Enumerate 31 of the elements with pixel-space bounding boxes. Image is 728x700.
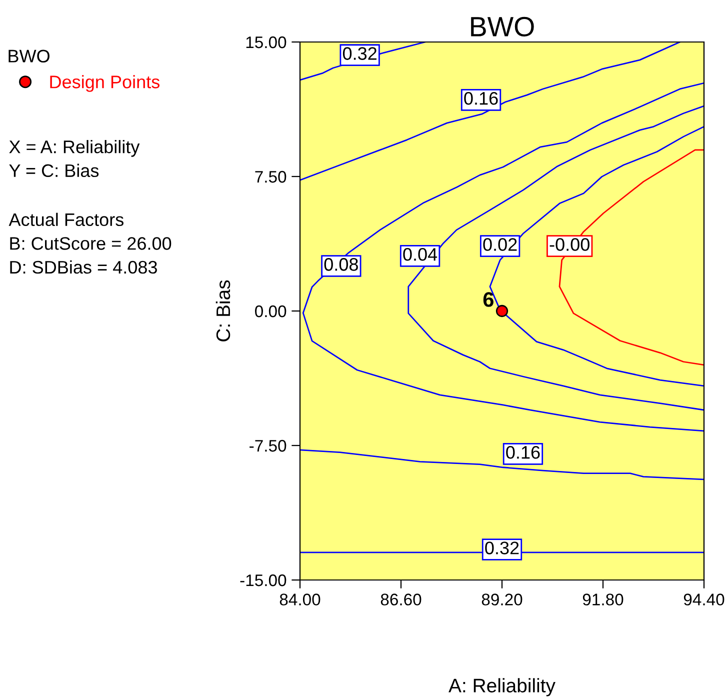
text: B: CutScore = 26.00: [10, 237, 172, 250]
annotation: 0.32: [342, 47, 376, 60]
chart-title: BWO: [471, 16, 534, 37]
annotation: 0.16: [464, 92, 498, 105]
y-tick-label: 15.00: [246, 36, 286, 48]
y-axis-title: C: Bias: [216, 280, 230, 342]
text: Actual Factors: [8, 212, 124, 226]
annotation: -0.00: [550, 238, 590, 251]
line-series: [302, 82, 704, 432]
y-tick-label: 7.50: [255, 170, 286, 183]
text: Y = C: Bias: [9, 164, 99, 178]
y-tick-label: 0.00: [255, 305, 286, 318]
annotation: 0.04: [403, 248, 438, 261]
annotation: 0.08: [324, 258, 358, 271]
legend-label: Design Points: [50, 75, 160, 92]
y-tick-label: -15.00: [240, 574, 286, 586]
legend-title: BWO: [8, 50, 50, 62]
annotation: 0.32: [485, 542, 519, 554]
text: X = A: Reliability: [9, 140, 140, 157]
x-tick-label: 94.40: [684, 594, 724, 606]
annotation: 0.02: [483, 238, 517, 251]
y-tick-label: -7.50: [250, 440, 286, 452]
x-axis-title: A: Reliability: [448, 678, 556, 696]
line-series: [300, 42, 681, 181]
annotation: 6: [483, 292, 494, 307]
x-tick-label: 89.20: [482, 594, 522, 606]
text: D: SDBias = 4.083: [10, 260, 157, 274]
x-tick-label: 84.00: [280, 594, 320, 606]
x-tick-label: 86.60: [380, 594, 422, 606]
annotation: 0.16: [506, 446, 540, 459]
x-tick-label: 91.80: [582, 594, 624, 606]
